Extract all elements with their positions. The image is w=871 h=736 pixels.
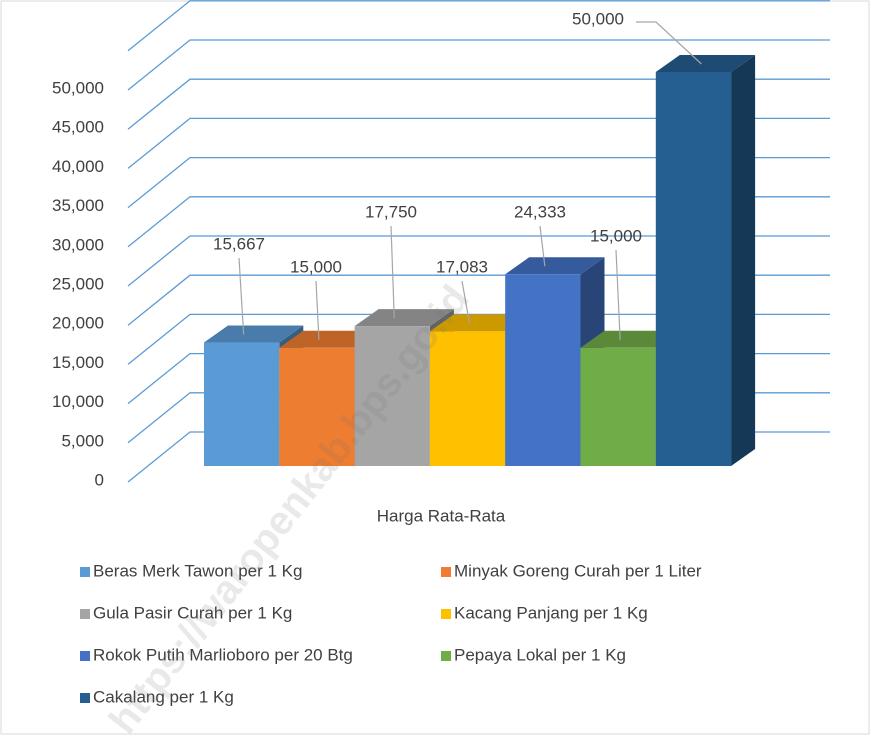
data-label: 17,083 (436, 257, 488, 276)
bar (279, 347, 355, 466)
grid-line (127, 0, 830, 52)
y-tick-label: 50,000 (52, 78, 104, 97)
bar-top (204, 325, 304, 343)
legend-swatch (80, 567, 90, 577)
legend-label: Minyak Goreng Curah per 1 Liter (454, 561, 702, 580)
y-tick-label: 35,000 (52, 196, 104, 215)
leader-line (615, 249, 621, 340)
grid-line (127, 117, 830, 169)
leader-line (315, 280, 320, 340)
legend-label: Kacang Panjang per 1 Kg (454, 603, 648, 622)
bar-top (580, 330, 680, 348)
legend-swatch (80, 693, 90, 703)
bar (204, 342, 280, 466)
legend-label: Rokok Putih Marlioboro per 20 Btg (93, 645, 353, 664)
bar (354, 326, 430, 466)
bar (655, 72, 732, 466)
bar-top (279, 330, 379, 348)
leader-line (390, 225, 395, 319)
y-tick-label: 40,000 (52, 157, 104, 176)
y-tick-label: 20,000 (52, 314, 104, 333)
data-label: 15,000 (290, 257, 342, 276)
legend-swatch (80, 651, 90, 661)
legend-label: Pepaya Lokal per 1 Kg (454, 645, 626, 664)
bar (429, 331, 506, 466)
data-label: 17,750 (365, 202, 417, 221)
bar-top (354, 309, 454, 327)
legend-swatch (441, 567, 451, 577)
leader-line (539, 225, 546, 267)
leader-line (238, 257, 245, 335)
y-tick-label: 5,000 (61, 431, 104, 450)
grid-line (127, 235, 830, 287)
y-tick-label: 45,000 (52, 118, 104, 137)
bar-top (429, 314, 530, 332)
grid-line (127, 196, 830, 248)
legend-swatch (441, 651, 451, 661)
grid-line (127, 39, 830, 91)
x-axis-label: Harga Rata-Rata (377, 506, 506, 525)
y-tick-label: 10,000 (52, 392, 104, 411)
data-label: 24,333 (514, 202, 566, 221)
legend-swatch (441, 609, 451, 619)
y-tick-label: 0 (95, 470, 104, 489)
legend-label: Beras Merk Tawon per 1 Kg (93, 561, 302, 580)
bar (580, 347, 656, 466)
leader-line (461, 280, 471, 324)
grid-line (127, 313, 830, 365)
grid-line (127, 78, 830, 130)
bar-top (655, 55, 756, 72)
data-label: 50,000 (572, 9, 624, 28)
bar (505, 274, 581, 466)
legend-label: Cakalang per 1 Kg (93, 687, 234, 706)
grid-line (127, 156, 830, 209)
leader-line (636, 21, 702, 65)
y-tick-label: 15,000 (52, 353, 104, 372)
bar-side (731, 55, 756, 466)
legend-swatch (80, 609, 90, 619)
data-label: 15,667 (213, 234, 265, 253)
data-label: 15,000 (590, 226, 642, 245)
y-tick-label: 25,000 (52, 274, 104, 293)
legend-label: Gula Pasir Curah per 1 Kg (93, 603, 292, 622)
bar-top (505, 257, 605, 275)
y-tick-label: 30,000 (52, 235, 104, 254)
